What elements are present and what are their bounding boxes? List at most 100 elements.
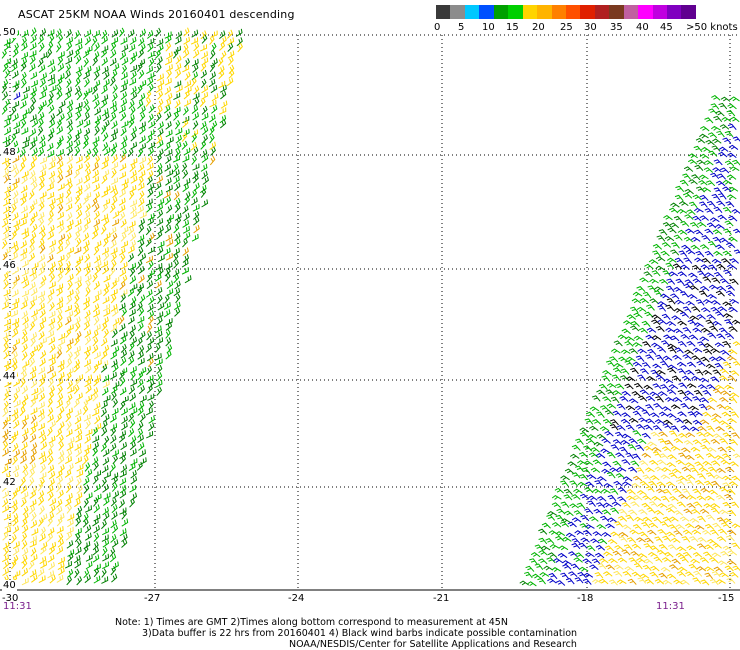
wind-barb: [121, 44, 129, 53]
wind-barb: [103, 282, 110, 291]
wind-barb: [83, 119, 91, 128]
wind-barb: [22, 108, 30, 117]
wind-barb: [112, 454, 119, 465]
legend-swatch: [667, 5, 682, 19]
wind-barb: [606, 452, 616, 459]
wind-barb: [76, 90, 83, 101]
wind-barb: [29, 216, 36, 226]
wind-barb: [130, 86, 137, 95]
wind-barb: [719, 486, 729, 493]
wind-barb: [20, 57, 28, 67]
wind-barb: [83, 240, 90, 249]
wind-barb: [182, 106, 189, 116]
wind-barb: [29, 462, 36, 472]
wind-barb: [12, 413, 19, 423]
wind-barb: [538, 558, 548, 565]
wind-barb: [631, 543, 642, 550]
wind-barb: [719, 438, 729, 445]
wind-barb: [679, 556, 689, 563]
wind-barb: [139, 125, 146, 135]
wind-barb: [38, 279, 46, 289]
wind-barb: [701, 235, 711, 242]
wind-barb: [632, 291, 643, 297]
wind-barb: [120, 240, 129, 249]
wind-barb: [733, 228, 740, 234]
wind-barb: [582, 529, 592, 536]
wind-barb: [130, 458, 138, 466]
wind-barb: [148, 400, 154, 410]
wind-barb: [692, 194, 702, 201]
wind-barb: [625, 514, 635, 522]
wind-barb: [20, 365, 27, 375]
wind-barb: [663, 334, 673, 341]
wind-barb: [730, 501, 740, 509]
wind-barb: [200, 121, 207, 130]
wind-barb: [67, 386, 75, 394]
wind-barb: [724, 493, 734, 500]
wind-barb: [139, 253, 147, 262]
wind-barb: [156, 153, 162, 164]
wind-barb: [128, 428, 135, 438]
wind-barb: [627, 578, 637, 585]
wind-barb: [193, 182, 200, 192]
wind-barb: [30, 379, 38, 389]
wind-barb: [139, 135, 146, 144]
wind-barb: [613, 340, 623, 347]
wind-barb: [66, 476, 74, 485]
wind-barb: [661, 446, 672, 452]
wind-barb: [621, 481, 632, 487]
wind-barb: [21, 351, 28, 361]
wind-barb: [694, 524, 705, 530]
wind-barb: [4, 318, 12, 327]
wind-barb: [632, 524, 642, 531]
wind-barb: [66, 140, 73, 149]
wind-barb: [173, 259, 179, 269]
wind-barb: [103, 471, 111, 479]
wind-barb: [694, 461, 704, 468]
wind-barb: [101, 174, 108, 185]
wind-barb: [649, 459, 659, 466]
wind-barb: [155, 343, 161, 353]
wind-barb: [3, 350, 10, 360]
lat-label-44: 44: [2, 371, 17, 382]
wind-barb: [85, 554, 93, 562]
wind-barb: [30, 535, 38, 544]
lon-label-neg30: -30: [2, 593, 19, 604]
wind-barb: [48, 119, 56, 129]
wind-barb: [148, 415, 156, 424]
wind-barb: [74, 568, 80, 579]
wind-barb: [37, 568, 45, 577]
wind-barb: [110, 371, 117, 380]
wind-barb: [208, 78, 216, 88]
wind-barb: [596, 524, 607, 530]
wind-barb: [697, 537, 707, 543]
wind-barb: [685, 249, 696, 255]
wind-barb: [155, 27, 162, 38]
wind-barb: [2, 419, 8, 430]
wind-barb: [698, 290, 708, 297]
wind-barb: [609, 467, 620, 473]
wind-barb: [110, 177, 118, 185]
wind-barb: [692, 215, 702, 222]
wind-barb: [174, 182, 181, 192]
wind-barb: [129, 301, 136, 310]
wind-barb: [111, 449, 119, 457]
wind-barb: [706, 447, 717, 453]
wind-barb: [100, 442, 107, 452]
wind-barb: [75, 477, 82, 487]
wind-barb: [82, 139, 89, 149]
wind-barb: [21, 370, 28, 381]
wind-barb: [707, 132, 718, 139]
wind-barb: [602, 396, 612, 403]
wind-barb: [110, 76, 116, 87]
legend-label: 0: [434, 22, 441, 33]
wind-barb: [21, 540, 28, 550]
wind-barb: [610, 348, 621, 354]
wind-barb: [130, 378, 138, 387]
wind-barb: [111, 196, 118, 206]
wind-barb: [182, 225, 190, 234]
wind-barb: [56, 107, 63, 117]
wind-barb: [109, 203, 116, 214]
wind-barb: [156, 135, 163, 144]
wind-barb: [598, 558, 609, 564]
